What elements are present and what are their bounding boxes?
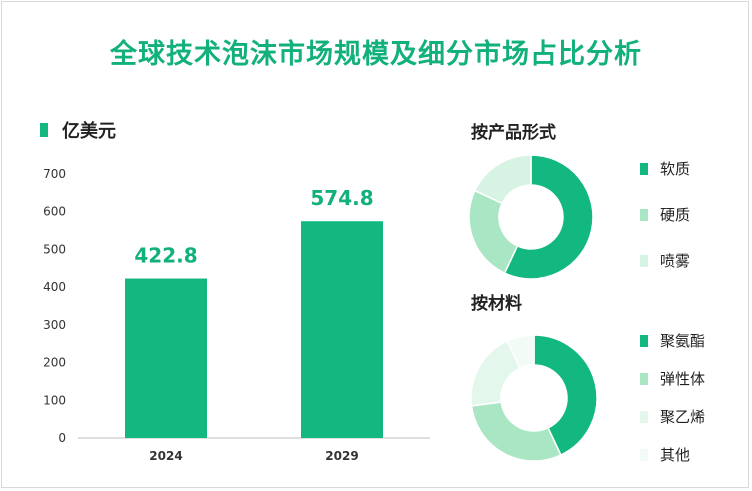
x-tick-label: 2024 bbox=[149, 449, 182, 463]
donut-slice bbox=[471, 402, 560, 461]
legend-swatch bbox=[640, 255, 648, 267]
y-tick-label: 500 bbox=[43, 242, 66, 256]
legend-label: 弹性体 bbox=[660, 368, 705, 389]
legend-swatch bbox=[640, 163, 648, 175]
y-tick-label: 600 bbox=[43, 205, 66, 219]
bar-data-label: 574.8 bbox=[310, 186, 373, 210]
donut2-title: 按材料 bbox=[471, 289, 522, 314]
donut1-legend-item: 硬质 bbox=[640, 204, 690, 225]
legend-swatch bbox=[640, 335, 648, 347]
legend-swatch bbox=[640, 449, 648, 461]
legend-label: 聚氨酯 bbox=[660, 330, 705, 351]
y-tick-label: 0 bbox=[58, 431, 66, 445]
legend-label: 硬质 bbox=[660, 204, 690, 225]
legend-swatch bbox=[640, 411, 648, 423]
donut1-title: 按产品形式 bbox=[471, 118, 556, 143]
donut2-legend-item: 聚乙烯 bbox=[640, 406, 705, 427]
y-tick-label: 200 bbox=[43, 356, 66, 370]
legend-label: 其他 bbox=[660, 444, 690, 465]
y-tick-label: 100 bbox=[43, 393, 66, 407]
legend-swatch bbox=[640, 209, 648, 221]
donut2-legend-item: 其他 bbox=[640, 444, 690, 465]
donut-slice bbox=[469, 191, 517, 273]
legend-label: 喷雾 bbox=[660, 250, 690, 271]
x-tick-label: 2029 bbox=[325, 449, 358, 463]
donut2-legend-item: 弹性体 bbox=[640, 368, 705, 389]
bar bbox=[301, 221, 383, 438]
donut1-legend-item: 喷雾 bbox=[640, 250, 690, 271]
y-tick-label: 400 bbox=[43, 280, 66, 294]
legend-swatch bbox=[640, 373, 648, 385]
y-tick-label: 700 bbox=[43, 167, 66, 181]
y-tick-label: 300 bbox=[43, 318, 66, 332]
donut2-legend-item: 聚氨酯 bbox=[640, 330, 705, 351]
bar-data-label: 422.8 bbox=[134, 244, 197, 268]
bar bbox=[125, 279, 207, 438]
legend-label: 软质 bbox=[660, 158, 690, 179]
legend-label: 聚乙烯 bbox=[660, 406, 705, 427]
donut1-legend-item: 软质 bbox=[640, 158, 690, 179]
